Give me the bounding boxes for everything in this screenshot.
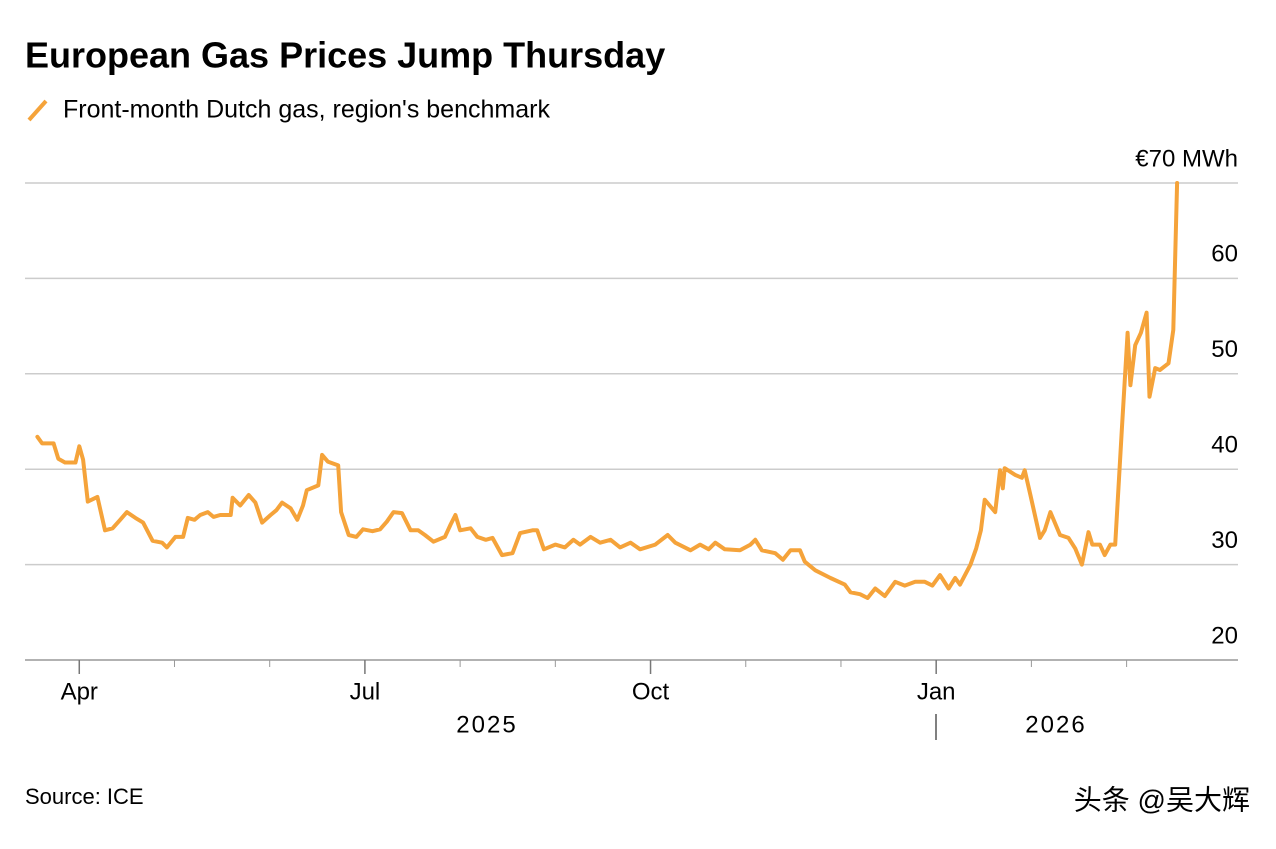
x-group-label: 2026 bbox=[1025, 711, 1086, 738]
x-tick-label: Jul bbox=[350, 678, 381, 705]
legend-swatch bbox=[27, 99, 48, 122]
watermark: 头条 @吴大辉 bbox=[1074, 784, 1250, 815]
y-tick-label: 20 bbox=[1211, 622, 1238, 649]
price-line bbox=[35, 181, 1180, 600]
x-tick-label: Jan bbox=[917, 678, 956, 705]
y-tick-label: 50 bbox=[1211, 336, 1238, 363]
x-tick-label: Oct bbox=[632, 678, 670, 705]
y-tick-label: 40 bbox=[1211, 432, 1238, 459]
y-tick-label: 60 bbox=[1211, 241, 1238, 268]
chart-title: European Gas Prices Jump Thursday bbox=[25, 35, 665, 76]
y-tick-label: 30 bbox=[1211, 527, 1238, 554]
source: Source: ICE bbox=[25, 784, 144, 809]
legend-label: Front-month Dutch gas, region's benchmar… bbox=[63, 96, 550, 124]
y-tick-label: €70 MWh bbox=[1135, 145, 1238, 172]
x-tick-label: Apr bbox=[61, 678, 98, 705]
x-group-label: 2025 bbox=[456, 711, 517, 738]
